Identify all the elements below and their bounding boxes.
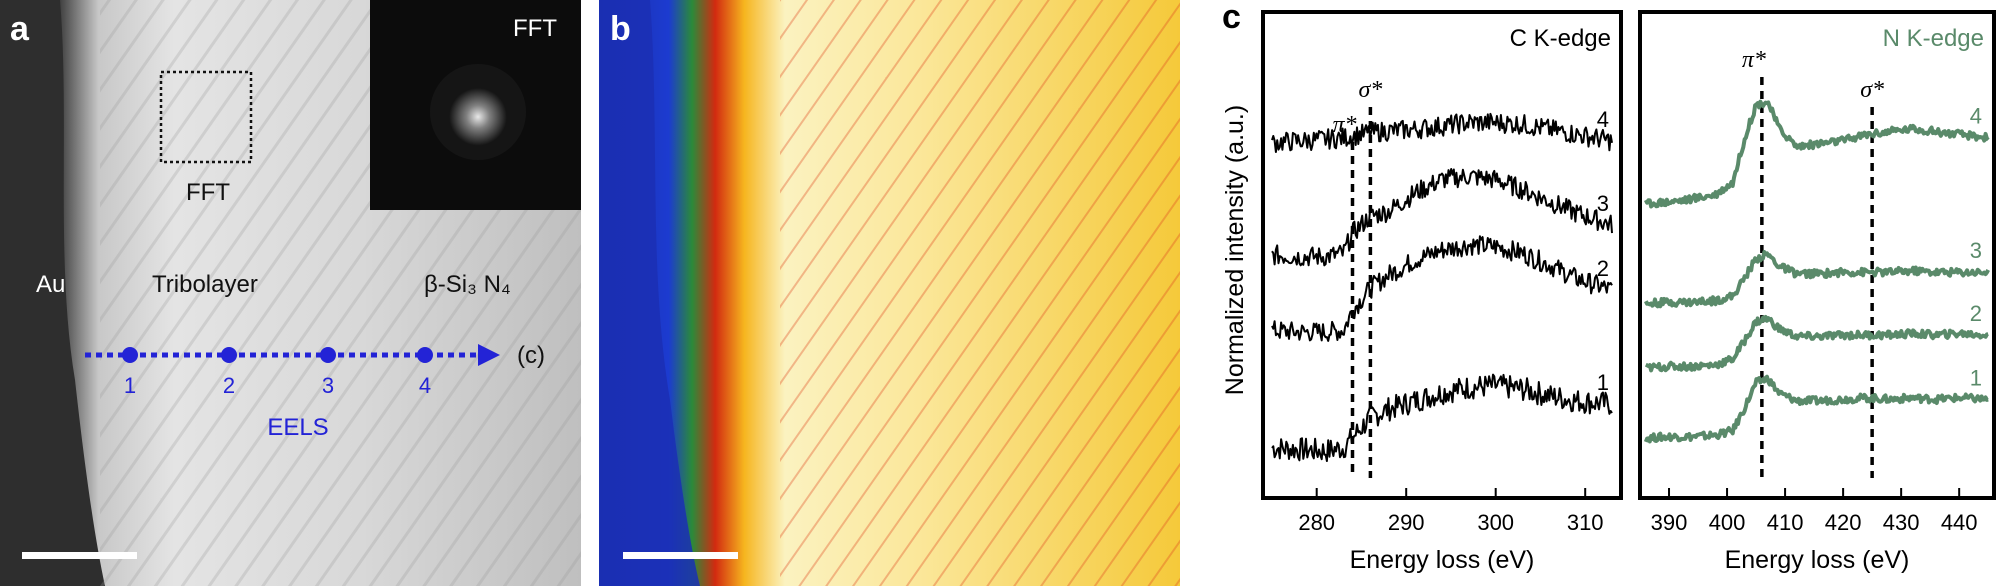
x-tick-label: 300 (1477, 510, 1514, 535)
panel-label-a: a (10, 10, 30, 48)
x-tick-label: 430 (1883, 510, 1920, 535)
series-label-1: 1 (1970, 365, 1982, 390)
eels-arrowhead (478, 344, 500, 366)
eels-point-label-4: 4 (419, 373, 431, 398)
x-axis-label: Energy loss (eV) (1725, 546, 1910, 574)
series-line-2 (1644, 314, 1989, 373)
plot-n-k-edge: N K-edge 390 400 410 420 430 440 Energy loss (e… (1638, 10, 1996, 574)
eels-point-3 (320, 347, 336, 363)
series-label-3: 3 (1597, 191, 1609, 216)
series-line-3 (1271, 168, 1613, 267)
plot-title: N K-edge (1883, 25, 1984, 52)
series-label-2: 2 (1970, 301, 1982, 326)
eels-point-label-1: 1 (124, 373, 136, 398)
annotation-label: π* (1742, 47, 1766, 73)
panel-b-map (599, 0, 1180, 586)
series-line-2 (1271, 235, 1613, 342)
plot-title: C K-edge (1510, 25, 1611, 52)
series-label-1: 1 (1597, 370, 1609, 395)
x-tick-label: 410 (1767, 510, 1804, 535)
eels-label: EELS (267, 414, 328, 441)
x-tick-label: 290 (1388, 510, 1425, 535)
region-label-tribolayer: Tribolayer (152, 271, 258, 298)
fft-box-label: FFT (186, 179, 230, 206)
lattice-fringes-b (780, 0, 1180, 586)
eels-arrow-label: (c) (517, 342, 545, 369)
fft-inset-label: FFT (513, 15, 557, 42)
gold-region (0, 0, 105, 586)
panel-label-b: b (610, 10, 631, 48)
eels-point-label-2: 2 (223, 373, 235, 398)
plot-frame (1638, 10, 1996, 500)
y-axis-label: Normalized intensity (a.u.) (1221, 105, 1249, 395)
x-tick-label: 400 (1709, 510, 1746, 535)
series-line-1 (1643, 374, 1989, 444)
scale-bar-a (22, 552, 137, 559)
eels-point-1 (122, 347, 138, 363)
region-label-au: Au (36, 271, 65, 298)
panel-label-c: c (1222, 0, 1241, 36)
x-axis-label: Energy loss (eV) (1350, 546, 1535, 574)
eels-point-2 (221, 347, 237, 363)
series-label-3: 3 (1970, 238, 1982, 263)
series-label-2: 2 (1597, 256, 1609, 281)
fft-selection-box (159, 70, 253, 164)
eels-point-4 (417, 347, 433, 363)
region-label-si3n4: β-Si₃ N₄ (424, 271, 511, 298)
series-line-4 (1271, 112, 1613, 153)
series-line-1 (1271, 373, 1613, 462)
scale-bar-b (623, 552, 738, 559)
blue-region (599, 0, 700, 586)
x-tick-label: 390 (1651, 510, 1688, 535)
annotation-label: σ* (1860, 77, 1884, 103)
series-line-4 (1644, 99, 1990, 209)
eels-point-label-3: 3 (322, 373, 334, 398)
series-line-3 (1644, 250, 1990, 309)
x-tick-label: 280 (1298, 510, 1335, 535)
fft-inset-spot (430, 64, 526, 160)
series-label-4: 4 (1597, 107, 1609, 132)
x-tick-label: 420 (1825, 510, 1862, 535)
x-tick-label: 310 (1567, 510, 1604, 535)
panel-a-micrograph (0, 0, 581, 586)
series-label-4: 4 (1970, 104, 1982, 129)
plot-frame (1261, 10, 1623, 500)
annotation-label: σ* (1358, 77, 1382, 103)
x-tick-label: 440 (1941, 510, 1978, 535)
